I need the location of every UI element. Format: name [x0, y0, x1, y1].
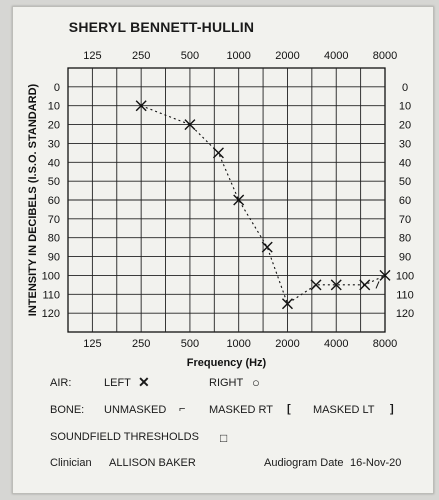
y-tick-label-left: 30: [48, 138, 60, 150]
unmasked-symbol-icon: ⌐: [179, 403, 186, 415]
data-point-x-marker: [379, 269, 391, 281]
data-point-x-marker: [261, 241, 273, 253]
data-point-x-marker: [212, 147, 224, 159]
y-tick-label-right: 120: [396, 308, 414, 320]
y-tick-label-right: 50: [399, 176, 411, 188]
left-ear-x-icon: ✕: [138, 374, 150, 390]
legend-soundfield-label: SOUNDFIELD THRESHOLDS: [50, 431, 199, 443]
data-point-x-marker: [184, 119, 196, 131]
right-ear-o-icon: ○: [252, 375, 260, 390]
y-tick-label-right: 30: [399, 138, 411, 150]
y-axis-label: INTENSITY IN DECIBELS (I.S.O. STANDARD): [27, 83, 39, 316]
x-tick-label-top: 1000: [226, 50, 250, 62]
x-tick-label-bottom: 4000: [324, 338, 348, 350]
legend-bone-label: BONE:: [50, 404, 85, 416]
y-tick-label-left: 120: [42, 308, 60, 320]
soundfield-square-icon: □: [220, 431, 228, 445]
y-tick-label-left: 10: [48, 101, 60, 113]
audiogram-date-label: Audiogram Date: [264, 457, 344, 469]
x-tick-label-bottom: 8000: [373, 338, 397, 350]
legend-masked-lt-label: MASKED LT: [313, 404, 375, 416]
x-tick-label-top: 8000: [373, 50, 397, 62]
y-tick-label-left: 70: [48, 214, 60, 226]
data-point-x-marker: [359, 279, 371, 291]
patient-name: SHERYL BENNETT-HULLIN: [68, 19, 255, 35]
data-point-x-marker: [281, 298, 293, 310]
data-point-x-marker: [310, 279, 322, 291]
y-tick-label-right: 100: [396, 270, 414, 282]
legend-air-label: AIR:: [50, 377, 72, 389]
y-tick-label-right: 40: [399, 157, 411, 169]
masked-rt-bracket-icon: [: [287, 403, 291, 415]
legend-left-label: LEFT: [104, 377, 131, 389]
legend-unmasked-label: UNMASKED: [104, 404, 167, 416]
x-tick-label-bottom: 2000: [275, 338, 299, 350]
data-point-x-marker: [233, 194, 245, 206]
y-tick-label-right: 10: [399, 101, 411, 113]
y-tick-label-left: 100: [42, 270, 60, 282]
y-tick-label-right: 80: [399, 233, 411, 245]
x-tick-label-bottom: 125: [83, 338, 101, 350]
patient-name-title: SHERYL BENNETT-HULLIN: [0, 19, 439, 35]
no-response-arrow: [375, 281, 380, 289]
y-tick-label-right: 20: [399, 120, 411, 132]
x-tick-label-top: 2000: [275, 50, 299, 62]
legend-right-label: RIGHT: [209, 377, 244, 389]
x-tick-label-top: 250: [132, 50, 150, 62]
audiogram-sheet: [12, 6, 434, 494]
data-point-x-marker: [330, 279, 342, 291]
y-tick-label-left: 20: [48, 120, 60, 132]
x-tick-label-bottom: 500: [181, 338, 199, 350]
legend-masked-rt-label: MASKED RT: [209, 404, 273, 416]
x-tick-label-top: 500: [181, 50, 199, 62]
y-tick-label-left: 80: [48, 233, 60, 245]
x-tick-label-top: 4000: [324, 50, 348, 62]
y-tick-label-right: 90: [399, 252, 411, 264]
y-tick-label-right: 70: [399, 214, 411, 226]
clinician-name: ALLISON BAKER: [109, 457, 196, 469]
clinician-label: Clinician: [50, 457, 92, 469]
y-tick-label-left: 90: [48, 252, 60, 264]
x-tick-label-bottom: 250: [132, 338, 150, 350]
y-tick-label-right: 0: [402, 82, 408, 94]
masked-lt-bracket-icon: ]: [390, 403, 394, 415]
y-tick-label-left: 0: [54, 82, 60, 94]
x-tick-label-top: 125: [83, 50, 101, 62]
y-tick-label-left: 60: [48, 195, 60, 207]
y-tick-label-right: 60: [399, 195, 411, 207]
audiogram-date-value: 16-Nov-20: [350, 457, 402, 469]
y-tick-label-left: 110: [42, 289, 60, 301]
x-axis-label: Frequency (Hz): [187, 357, 267, 369]
x-tick-label-bottom: 1000: [226, 338, 250, 350]
y-tick-label-right: 110: [396, 289, 414, 301]
y-tick-label-left: 40: [48, 157, 60, 169]
data-point-x-marker: [135, 100, 147, 112]
y-tick-label-left: 50: [48, 176, 60, 188]
